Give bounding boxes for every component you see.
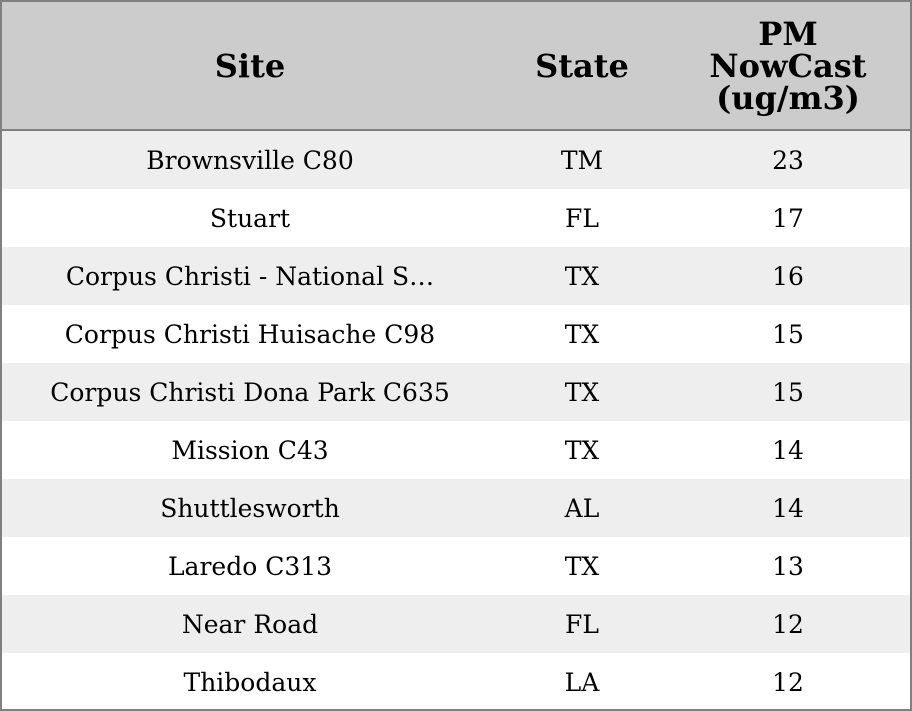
- cell-pm: 15: [772, 377, 804, 407]
- cell-pm: 16: [772, 261, 804, 291]
- header-pm-line-2: NowCast: [709, 46, 867, 85]
- cell-site: Brownsville C80: [146, 145, 354, 175]
- table-row: Corpus Christi - National S… TX 16: [2, 247, 910, 305]
- table-row: Mission C43 TX 14: [2, 421, 910, 479]
- cell-state: FL: [565, 609, 599, 639]
- cell-pm: 17: [772, 203, 804, 233]
- cell-state: LA: [564, 667, 600, 697]
- cell-pm: 12: [772, 667, 804, 697]
- cell-pm: 12: [772, 609, 804, 639]
- cell-state: FL: [565, 203, 599, 233]
- cell-state: TM: [560, 145, 604, 175]
- cell-site: Shuttlesworth: [160, 493, 340, 523]
- header-site: Site: [214, 46, 286, 85]
- table-header-row: Site State PM NowCast (ug/m3): [2, 2, 910, 131]
- cell-state: AL: [564, 493, 600, 523]
- table-row: Stuart FL 17: [2, 189, 910, 247]
- cell-state: TX: [564, 261, 600, 291]
- header-pm-line-1: PM: [758, 14, 818, 53]
- table-row: Thibodaux LA 12: [2, 653, 910, 709]
- table-row: Shuttlesworth AL 14: [2, 479, 910, 537]
- cell-site: Stuart: [209, 203, 291, 233]
- cell-pm: 14: [772, 435, 804, 465]
- table-row: Near Road FL 12: [2, 595, 910, 653]
- cell-site: Corpus Christi Huisache C98: [64, 319, 436, 349]
- table-body: Brownsville C80 TM 23 Stuart FL 17 Corpu…: [2, 131, 910, 709]
- table-row: Corpus Christi Dona Park C635 TX 15: [2, 363, 910, 421]
- cell-pm: 13: [772, 551, 804, 581]
- cell-state: TX: [564, 435, 600, 465]
- cell-site: Corpus Christi Dona Park C635: [50, 377, 450, 407]
- table-row: Brownsville C80 TM 23: [2, 131, 910, 189]
- cell-pm: 15: [772, 319, 804, 349]
- cell-site: Thibodaux: [183, 667, 317, 697]
- cell-site: Laredo C313: [167, 551, 333, 581]
- header-state: State: [535, 46, 629, 85]
- table-row: Laredo C313 TX 13: [2, 537, 910, 595]
- table-row: Corpus Christi Huisache C98 TX 15: [2, 305, 910, 363]
- cell-state: TX: [564, 377, 600, 407]
- header-pm-nowcast: PM NowCast (ug/m3): [666, 2, 910, 129]
- cell-state: TX: [564, 319, 600, 349]
- cell-pm: 23: [772, 145, 804, 175]
- cell-state: TX: [564, 551, 600, 581]
- header-pm-line-3: (ug/m3): [716, 78, 860, 117]
- cell-site: Mission C43: [171, 435, 329, 465]
- cell-pm: 14: [772, 493, 804, 523]
- cell-site: Corpus Christi - National S…: [65, 261, 435, 291]
- cell-site: Near Road: [181, 609, 319, 639]
